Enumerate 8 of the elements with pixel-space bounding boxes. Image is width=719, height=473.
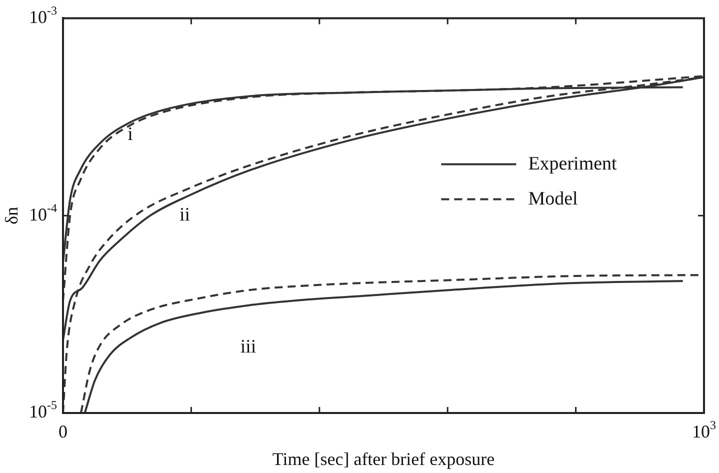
x-tick-label: 0 (58, 422, 68, 442)
annotation: ii (180, 204, 190, 226)
legend-label: Experiment (528, 153, 618, 174)
annotation: i (128, 124, 133, 146)
y-axis-title: δn (2, 206, 22, 224)
annotation: iii (240, 336, 256, 358)
legend-label: Model (528, 188, 578, 210)
x-axis-title: Time [sec] after brief exposure (272, 448, 495, 469)
